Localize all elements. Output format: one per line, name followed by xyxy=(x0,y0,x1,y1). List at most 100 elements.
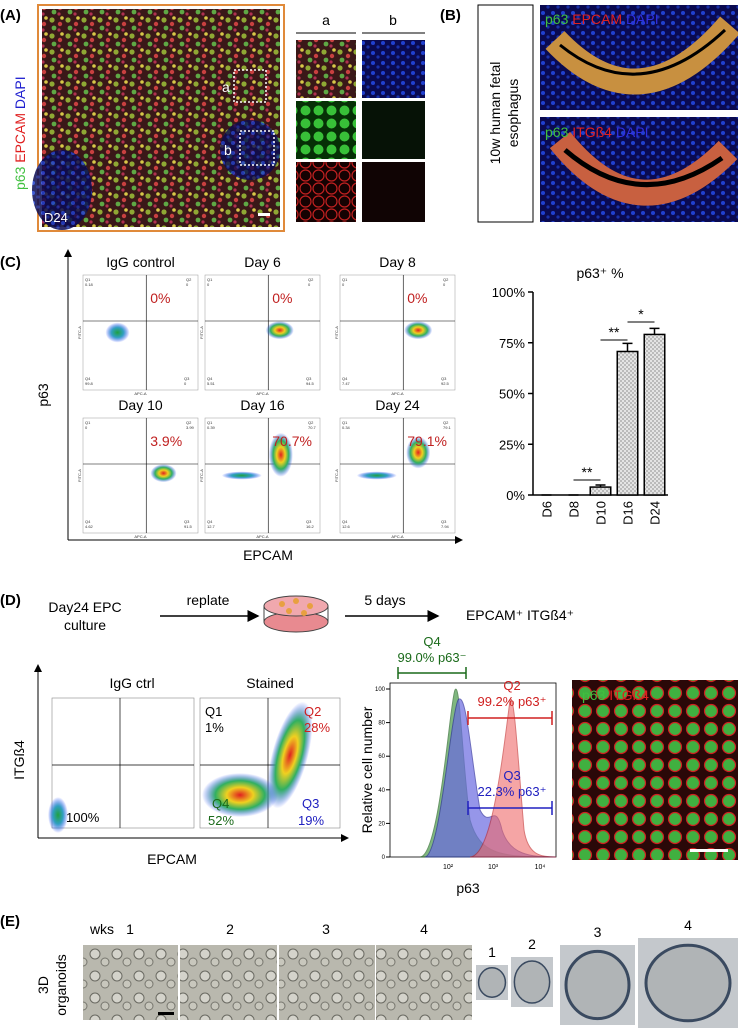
significance: ** xyxy=(609,324,620,340)
gate-name: Q3 xyxy=(503,768,520,783)
flow-axis: FITC-A xyxy=(199,326,204,339)
week-label: 2 xyxy=(226,921,234,937)
flow-axis: APC-A xyxy=(256,534,269,539)
quadrant-value: 12.6 xyxy=(342,524,351,529)
sample-label: esophagus xyxy=(505,79,521,148)
flow-plot xyxy=(82,274,199,391)
quadrant-value: 19% xyxy=(298,813,324,828)
x-tick-label: 10² xyxy=(443,864,454,871)
cells xyxy=(279,598,313,616)
plot-title: Day 16 xyxy=(240,397,285,413)
flow-axis: FITC-A xyxy=(77,469,82,482)
quadrant-value: 91.5 xyxy=(184,524,193,529)
stain-label: p63 ITGß4 DAPI xyxy=(545,124,649,140)
gate-bar xyxy=(467,711,553,725)
quadrant-name: Q2 xyxy=(308,277,314,282)
panel-label: (B) xyxy=(440,7,461,24)
organoid xyxy=(644,943,732,1023)
quadrant-name: Q3 xyxy=(441,519,447,524)
zoom-box xyxy=(239,130,275,166)
stain: EPCAM xyxy=(572,11,622,27)
axis-label: EPCAM xyxy=(243,547,293,563)
week-label: 1 xyxy=(126,921,134,937)
y-tick-label: 25% xyxy=(499,437,525,452)
timepoint: D24 xyxy=(44,210,68,225)
organoid xyxy=(477,967,507,998)
quadrant-value: 0 xyxy=(308,282,311,287)
quadrant-value: 70.7 xyxy=(308,425,317,430)
flow-axis: APC-A xyxy=(391,534,404,539)
result-label: EPCAM⁺ ITGß4⁺ xyxy=(466,607,574,623)
stain-label: p63 ITGß4 xyxy=(582,687,649,703)
micrograph xyxy=(180,945,277,1020)
quadrant-value: 0.18 xyxy=(85,282,94,287)
cell-cloud xyxy=(265,321,294,340)
quadrant-name: Q3 xyxy=(306,376,312,381)
x-tick-label: 10⁴ xyxy=(535,864,546,871)
x-tick-label: D6 xyxy=(540,501,555,518)
quadrant-name: Q1 xyxy=(342,420,348,425)
quadrant-value: 3.99 xyxy=(186,425,195,430)
plot-title: Day 24 xyxy=(375,397,420,413)
axis-label: p63 xyxy=(456,880,480,896)
scale-bar xyxy=(690,849,728,852)
x-tick-label: D10 xyxy=(594,501,609,525)
stain: EPCAM xyxy=(12,113,28,163)
micrograph xyxy=(362,40,425,98)
quadrant-name: Q3 xyxy=(184,519,190,524)
flow-plot xyxy=(204,274,321,391)
quadrant-value: 0.39 xyxy=(207,425,216,430)
stain-label: p63 EPCAM DAPI xyxy=(12,76,28,190)
quadrant-value: 0 xyxy=(186,282,189,287)
micrograph xyxy=(296,40,356,98)
gate-bar xyxy=(397,667,467,679)
x-tick-label: 10³ xyxy=(488,864,499,871)
organoid xyxy=(564,949,631,1021)
bar xyxy=(643,333,666,496)
gate-value: 99.0% p63⁻ xyxy=(397,650,466,665)
quadrant-name: Q3 xyxy=(184,376,190,381)
lumen xyxy=(563,148,724,187)
y-tick-label: 100% xyxy=(492,285,526,300)
quadrant-name: Q4 xyxy=(342,376,348,381)
plot-title: Stained xyxy=(246,675,293,691)
flow-axis: APC-A xyxy=(391,391,404,396)
panel-label: (E) xyxy=(0,913,20,930)
cell-cloud xyxy=(267,701,313,809)
gate-name: Q2 xyxy=(503,678,520,693)
quadrant-value: 94.5 xyxy=(306,381,315,386)
tissue xyxy=(545,16,738,95)
sample-label: 10w human fetal xyxy=(487,62,503,165)
error-bar xyxy=(649,327,660,335)
flow-plot xyxy=(339,274,456,391)
flow-axis: APC-A xyxy=(256,391,269,396)
significance: * xyxy=(638,306,644,322)
significance: ** xyxy=(582,464,593,480)
gate-value: 22.3% p63⁺ xyxy=(477,784,546,799)
plot-title: Day 8 xyxy=(379,254,416,270)
bar xyxy=(589,486,612,496)
panel-label: (D) xyxy=(0,592,21,609)
cell-cloud xyxy=(221,471,262,480)
quadrant-value: 0.34 xyxy=(342,425,351,430)
quadrant-name: Q1 xyxy=(85,420,91,425)
cell-cloud xyxy=(150,464,177,483)
micrograph xyxy=(296,162,356,222)
y-tick-label: 60 xyxy=(378,754,385,760)
quadrant-value: 1% xyxy=(205,720,224,735)
quadrant-value: 52% xyxy=(208,813,234,828)
quadrant-value: 79.1 xyxy=(443,425,452,430)
stain-label: p63 EPCAM DAPI xyxy=(545,11,659,27)
quadrant-name: Q3 xyxy=(441,376,447,381)
quadrant-value: 99.8 xyxy=(85,381,94,386)
quadrant-label: Q3 xyxy=(302,796,319,811)
cell-cloud xyxy=(48,797,68,833)
plot-title: Day 6 xyxy=(244,254,281,270)
quadrant-value: 7.94 xyxy=(441,524,450,529)
quadrant-value: 0 xyxy=(85,425,88,430)
flow-axis: APC-A xyxy=(134,391,147,396)
cell-cloud xyxy=(105,322,130,343)
y-tick-label: 75% xyxy=(499,336,525,351)
quadrant-value: 0 xyxy=(184,381,187,386)
